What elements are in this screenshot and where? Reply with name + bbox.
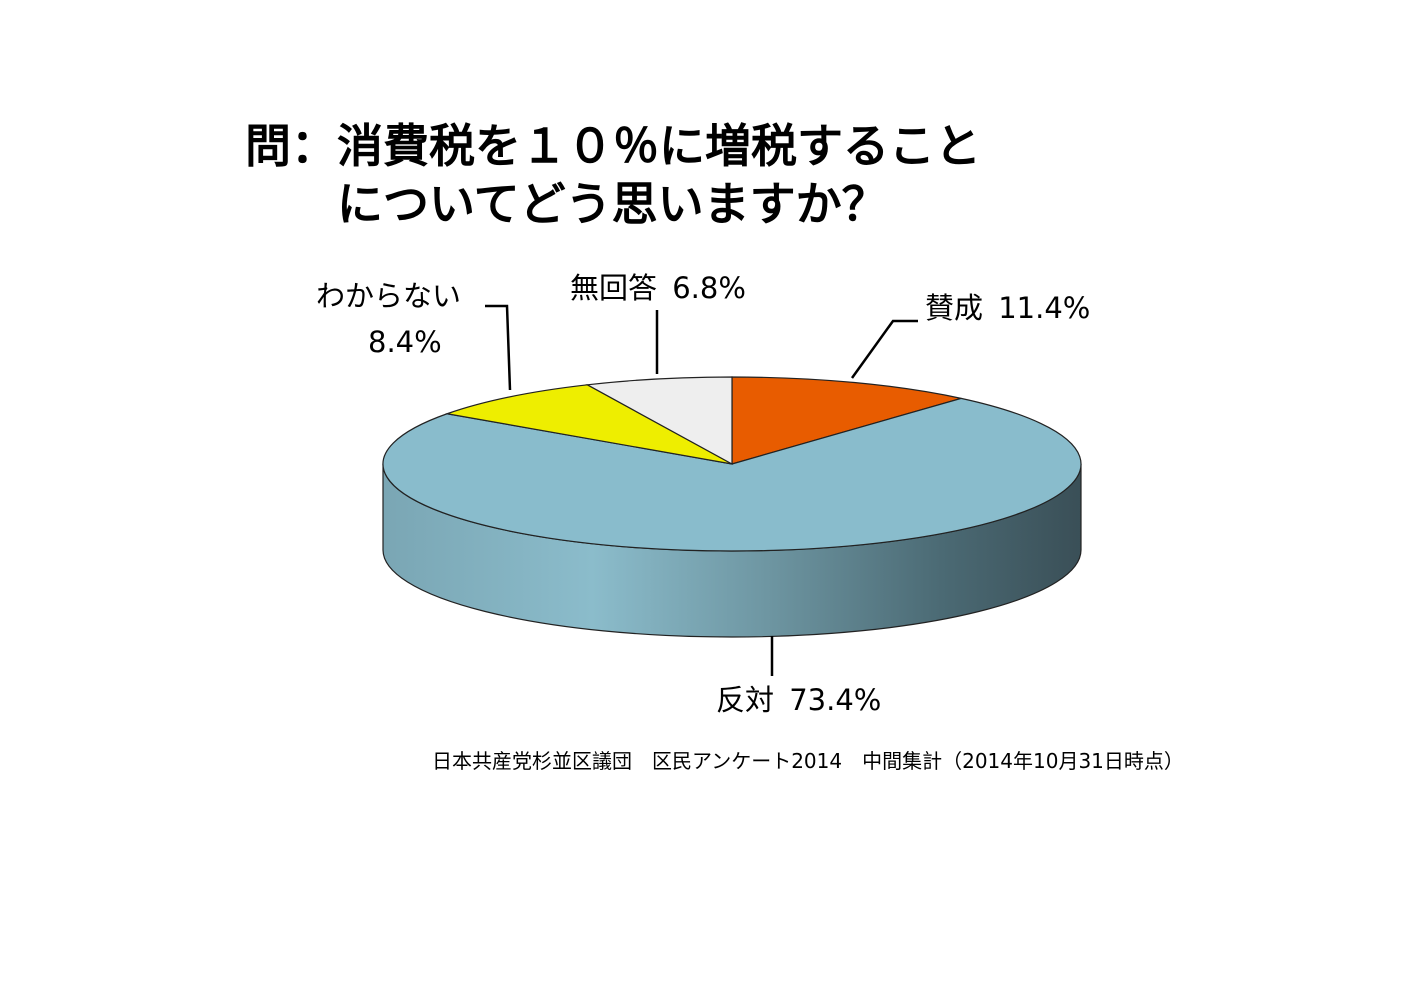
chart-title-line-2: についてどう思いますか？ bbox=[337, 177, 888, 231]
pie-slice-mukaito bbox=[585, 376, 733, 466]
chart-source-note: 日本共産党杉並区議団 区民アンケート2014 中間集計（2014年10月31日時… bbox=[432, 749, 1184, 773]
pie-slice-sansei bbox=[731, 376, 962, 465]
pie-slice-hantai bbox=[382, 397, 1082, 552]
label-mukaito: 無回答 6.8% bbox=[570, 271, 746, 305]
leader-line-wakaranai bbox=[485, 304, 512, 391]
chart-title-line-1: 問：消費税を１０％に増税すること bbox=[245, 119, 981, 173]
label-wakaranai-name: わからない bbox=[316, 279, 461, 313]
label-sansei: 賛成 11.4% bbox=[925, 291, 1090, 325]
leader-line-sansei bbox=[850, 319, 918, 379]
label-wakaranai-value: 8.4% bbox=[368, 325, 442, 359]
label-hantai: 反対 73.4% bbox=[716, 683, 881, 717]
pie-slice-wakaranai bbox=[444, 384, 733, 465]
